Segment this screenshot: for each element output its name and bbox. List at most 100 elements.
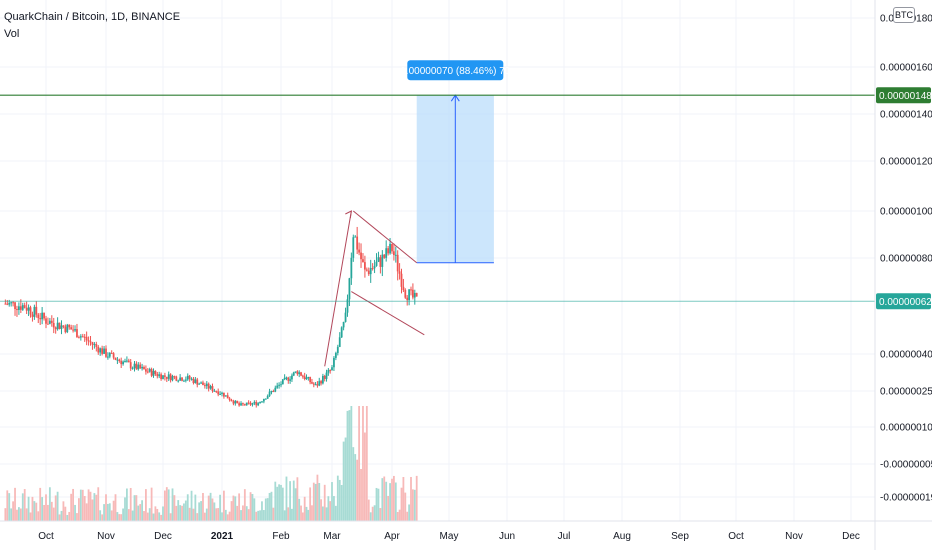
- volume-bar: [234, 496, 237, 521]
- volume-bar: [107, 503, 109, 521]
- candle-body: [406, 297, 409, 301]
- y-tick-label: -0.00000005: [880, 460, 932, 471]
- candle-body: [276, 385, 279, 388]
- target-price-label: 0.00000148: [879, 91, 932, 102]
- volume-bar: [281, 487, 284, 521]
- volume-bar: [169, 513, 172, 521]
- candle-body: [181, 377, 183, 381]
- candle-body: [272, 391, 275, 393]
- candle-body: [268, 391, 271, 396]
- volume-bar: [29, 512, 32, 521]
- candle-body: [257, 403, 260, 406]
- volume-bar: [127, 509, 130, 521]
- candle-body: [360, 252, 362, 260]
- volume-bar: [47, 504, 49, 521]
- candle-body: [323, 375, 326, 379]
- volume-bar: [259, 510, 261, 521]
- candle-body: [135, 363, 138, 370]
- candle-body: [205, 383, 208, 387]
- currency-badge[interactable]: BTC: [893, 7, 915, 23]
- candle-body: [207, 383, 210, 389]
- volume-bar: [103, 504, 105, 521]
- candle-body: [367, 270, 370, 275]
- candle-body: [358, 249, 360, 253]
- volume-bar: [312, 482, 315, 521]
- candle-body: [274, 387, 277, 392]
- volume-bar: [85, 503, 88, 521]
- candle-body: [8, 302, 11, 305]
- volume-bar: [408, 504, 410, 521]
- volume-bar: [362, 406, 364, 521]
- candle-body: [66, 324, 69, 333]
- candle-body: [126, 360, 128, 362]
- candle-body: [50, 320, 53, 323]
- volume-bar: [309, 487, 312, 521]
- volume-bar: [327, 496, 330, 521]
- y-tick-label: 0.00000160: [880, 63, 932, 74]
- candle-body: [402, 286, 405, 291]
- candle-body: [228, 398, 231, 401]
- candle-body: [145, 369, 147, 372]
- candle-body: [334, 352, 337, 358]
- candle-body: [47, 323, 49, 325]
- volume-bar: [298, 498, 301, 521]
- candle-body: [35, 306, 38, 315]
- x-tick-label: Sep: [671, 531, 689, 542]
- candle-body: [120, 360, 123, 365]
- volume-bar: [41, 497, 44, 521]
- volume-bar: [358, 406, 360, 521]
- drawings[interactable]: 0.00000070 (88.46%) 70: [0, 60, 875, 367]
- candle-body: [179, 377, 182, 381]
- volume-bar: [369, 512, 372, 521]
- candle-body: [141, 366, 143, 369]
- candle-body: [253, 402, 256, 404]
- volume-bar: [323, 484, 326, 521]
- candle-body: [289, 379, 292, 381]
- candle-body: [39, 318, 42, 320]
- candle-body: [169, 374, 172, 381]
- candle-body: [387, 248, 390, 254]
- volume-bar: [135, 495, 138, 521]
- candle-body: [97, 346, 100, 353]
- symbol-title: QuarkChain / Bitcoin, 1D, BINANCE: [4, 11, 181, 23]
- candle-body: [383, 254, 386, 258]
- volume-bar: [346, 410, 349, 521]
- volume-bar: [238, 493, 241, 521]
- candle-body: [116, 359, 119, 361]
- candle-body: [87, 340, 90, 342]
- candle-body: [31, 314, 34, 317]
- volume-bar: [209, 492, 212, 521]
- candle-body: [41, 312, 44, 320]
- candle-body: [389, 243, 391, 254]
- candle-body: [101, 348, 104, 354]
- volume-bar: [60, 510, 63, 521]
- candle-body: [200, 382, 202, 384]
- candle-body: [413, 292, 416, 298]
- candle-body: [333, 357, 335, 368]
- volume-bar: [200, 501, 202, 521]
- volume-bar: [137, 505, 140, 521]
- volume-bar: [78, 498, 80, 521]
- volume-bar: [253, 498, 256, 521]
- volume-bar: [167, 489, 170, 521]
- candle-body: [373, 265, 376, 269]
- volume-bar: [243, 489, 246, 521]
- volume-bars: [4, 406, 418, 521]
- volume-bar: [338, 479, 341, 521]
- candle-body: [27, 307, 30, 311]
- flagpole-line: [324, 210, 352, 367]
- candle-body: [171, 376, 174, 381]
- candle-body: [183, 380, 185, 382]
- volume-bar: [37, 511, 40, 521]
- volume-bar: [164, 490, 166, 521]
- candle-body: [221, 392, 223, 394]
- candle-body: [133, 363, 136, 369]
- candle-body: [158, 374, 161, 377]
- candle-body: [364, 262, 366, 270]
- candle-body: [211, 386, 214, 392]
- volume-bar: [79, 489, 82, 521]
- candle-body: [259, 402, 261, 404]
- volume-bar: [184, 500, 187, 521]
